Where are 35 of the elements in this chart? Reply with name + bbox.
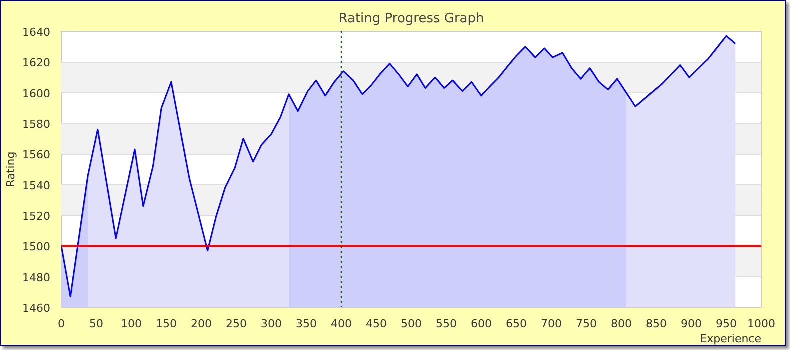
y-tick-label: 1580 <box>22 118 51 131</box>
chart-title: Rating Progress Graph <box>338 12 484 26</box>
line-series <box>62 35 736 298</box>
x-axis-title: Experience <box>700 332 762 346</box>
y-tick-label: 1500 <box>22 240 51 254</box>
x-tick-label: 450 <box>366 318 387 330</box>
y-axis-title: Rating <box>4 152 18 188</box>
x-tick-label: 500 <box>401 318 422 330</box>
x-tick-label: 750 <box>576 318 597 330</box>
x-tick-label: 1000 <box>748 318 776 330</box>
x-tick-label: 400 <box>331 318 352 330</box>
x-tick-label: 950 <box>716 318 737 330</box>
y-tick-label: 1600 <box>22 87 51 100</box>
y-tick-label: 1640 <box>22 26 51 39</box>
x-tick-label: 800 <box>611 318 632 330</box>
x-tick-label: 0 <box>58 318 65 330</box>
x-tick-label: 150 <box>156 318 177 330</box>
x-tick-label: 200 <box>191 318 212 330</box>
x-tick-label: 250 <box>226 318 247 330</box>
x-tick-label: 550 <box>436 318 457 330</box>
y-tick-label: 1620 <box>22 56 51 70</box>
y-tick-label: 1480 <box>22 271 51 284</box>
x-tick-label: 650 <box>506 318 527 330</box>
y-tick-label: 1520 <box>22 210 51 223</box>
y-tick-label: 1540 <box>22 179 51 192</box>
x-tick-label: 350 <box>296 318 317 330</box>
x-tick-label: 50 <box>90 318 104 330</box>
x-tick-label: 100 <box>121 318 142 330</box>
x-tick-label: 850 <box>646 318 667 330</box>
x-tick-label: 900 <box>681 318 702 330</box>
x-tick-label: 700 <box>541 318 562 330</box>
x-tick-label: 300 <box>261 318 282 330</box>
x-tick-label: 600 <box>471 318 492 330</box>
y-tick-label: 1460 <box>22 302 51 315</box>
y-tick-label: 1560 <box>22 148 51 162</box>
